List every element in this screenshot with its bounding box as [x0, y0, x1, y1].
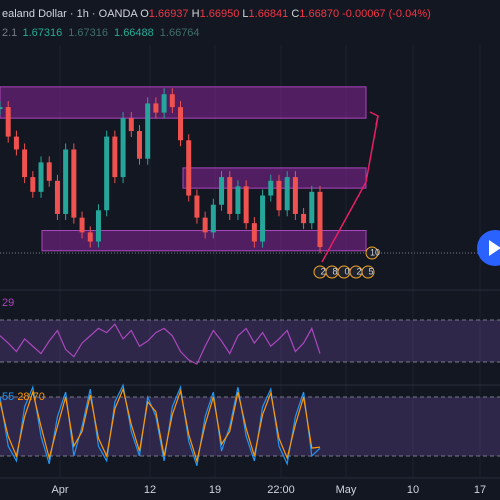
candle	[178, 107, 184, 141]
candles	[0, 88, 323, 254]
candle	[22, 149, 28, 178]
candle	[161, 94, 167, 113]
ohlc-label: C	[291, 8, 299, 20]
d-line	[0, 387, 321, 464]
x-tick-label: 17	[474, 484, 486, 496]
stoch-values: 55 28.70	[2, 391, 45, 403]
change: -0.00067 (-0.04%)	[342, 8, 431, 20]
stoch-k-value: 55	[2, 391, 14, 403]
candle	[284, 177, 290, 211]
play-button[interactable]	[477, 230, 500, 266]
candle	[30, 177, 36, 192]
badge-label: 2	[320, 266, 325, 276]
candle	[71, 149, 77, 218]
candle	[13, 136, 19, 150]
candle	[309, 191, 315, 224]
ohlc-value: 1.66937	[149, 8, 189, 20]
candle	[0, 107, 3, 110]
rsi-value: 29	[2, 297, 14, 309]
candle	[5, 107, 11, 137]
candle	[219, 177, 225, 205]
candle	[194, 195, 200, 218]
oscillators	[0, 319, 500, 467]
source: OANDA	[99, 8, 139, 20]
stoch-d-value: 28.70	[17, 391, 45, 403]
ohlc-value: 1.66950	[200, 8, 240, 20]
badge	[361, 265, 375, 279]
candle	[95, 210, 101, 242]
candle	[112, 136, 118, 178]
candle	[235, 186, 241, 214]
candle	[38, 162, 44, 192]
indicator-value: 1.67316	[22, 27, 62, 39]
candle	[243, 186, 249, 224]
ohlc-label: L	[242, 8, 248, 20]
ohlc-label: H	[192, 8, 200, 20]
candle	[260, 195, 266, 242]
x-tick-label: 10	[407, 484, 419, 496]
badge	[365, 246, 379, 260]
indicator-value: 1.66764	[160, 27, 200, 39]
play-icon	[489, 240, 500, 256]
candle	[169, 94, 175, 108]
band	[0, 320, 500, 362]
candle	[79, 217, 85, 233]
candle	[87, 232, 93, 242]
zones	[0, 86, 367, 252]
candle	[153, 103, 159, 113]
candle	[210, 204, 216, 233]
header: ealand Dollar · 1h · OANDA O1.66937 H1.6…	[2, 8, 431, 20]
candle	[104, 136, 110, 211]
indicator-value: 1.67316	[68, 27, 108, 39]
indicator-value: 1.66488	[114, 27, 154, 39]
candle	[292, 177, 298, 214]
x-tick-label: May	[336, 484, 357, 496]
indicator-line: 2.1 1.67316 1.67316 1.66488 1.66764	[2, 27, 200, 39]
arrow-head	[369, 111, 379, 126]
projection-arrow	[321, 115, 379, 263]
candle	[276, 180, 282, 211]
candle	[251, 223, 257, 242]
badge-label: 5	[368, 266, 373, 276]
candle	[120, 118, 126, 178]
interval: 1h	[77, 8, 89, 20]
ohlc-label: O	[140, 8, 149, 20]
candle	[46, 162, 52, 181]
zone	[182, 167, 367, 189]
candle	[145, 103, 151, 159]
candle	[202, 217, 208, 233]
x-tick-label: 19	[209, 484, 221, 496]
grid: Apr 12 19 22:00 May 10 17	[51, 45, 486, 496]
ohlc-value: 1.66841	[249, 8, 289, 20]
indicator-value: 2.1	[2, 27, 17, 39]
badge-label: 8	[332, 266, 337, 276]
ohlc-value: 1.66870	[299, 8, 339, 20]
candle	[317, 191, 323, 248]
candle	[227, 177, 233, 214]
candle	[54, 180, 60, 214]
candle	[63, 149, 69, 214]
badges: 102 8 0 2 5	[313, 246, 380, 279]
candle	[128, 118, 134, 132]
x-tick-label: 22:00	[267, 484, 295, 496]
badge-label: 2	[356, 266, 361, 276]
values-line	[0, 323, 321, 365]
badge-label: 10	[370, 247, 380, 257]
candle	[268, 180, 274, 196]
candle	[136, 131, 142, 159]
symbol: ealand Dollar	[2, 8, 67, 20]
candle	[186, 140, 192, 196]
candle	[301, 213, 307, 224]
x-tick-label: 12	[144, 484, 156, 496]
x-tick-label: Apr	[51, 484, 68, 496]
badge-label: 0	[344, 266, 349, 276]
